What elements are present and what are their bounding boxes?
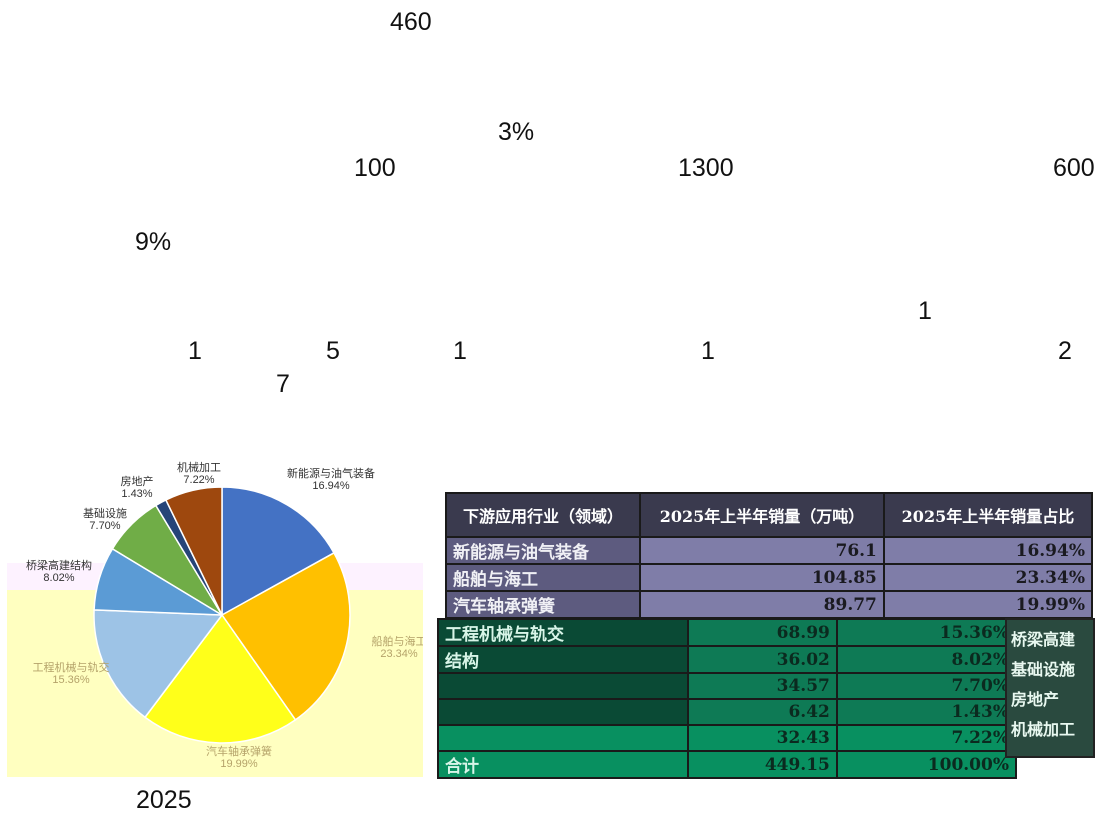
sales-table-top: 下游应用行业（领域） 2025年上半年销量（万吨） 2025年上半年销量占比 新… [444,492,1094,619]
table-row: 34.57 7.70% [436,672,1018,700]
cell-total-label: 合计 [436,750,690,779]
number-5: 5 [326,337,340,365]
cell-industry [436,672,690,700]
pie-slice-value: 19.99% [220,758,258,770]
pie-slice [220,551,351,721]
number-100: 100 [354,154,396,182]
cell-volume: 76.1 [639,536,885,565]
number-3-percent: 3% [498,118,535,146]
header-share: 2025年上半年销量占比 [882,492,1094,538]
cell-share: 8.02% [835,645,1018,674]
pie-slice-value: 23.34% [380,648,418,660]
cell-industry: 船舶与海工 [444,563,642,592]
number-460: 460 [390,8,432,36]
pie-slice-value: 8.02% [43,572,74,584]
number-9-percent: 9% [135,228,172,256]
cell-industry [436,724,690,752]
pie-slice-value: 7.22% [183,474,214,486]
number-7: 7 [276,370,290,398]
table-total-row: 合计 449.15 100.00% [436,750,1018,779]
table-row: 船舶与海工 104.85 23.34% [444,563,1094,592]
sales-table-panel: 下游应用行业（领域） 2025年上半年销量（万吨） 2025年上半年销量占比 新… [436,490,1095,779]
year-2025: 2025 [136,786,192,814]
cell-share: 16.94% [882,536,1094,565]
pie-slice-value: 7.70% [89,520,120,532]
cell-volume: 36.02 [687,645,838,674]
table-row: 新能源与油气装备 76.1 16.94% [444,536,1094,565]
table-row: 32.43 7.22% [436,724,1018,752]
cell-industry: 新能源与油气装备 [444,536,642,565]
table-row: 工程机械与轨交 68.99 15.36% [436,618,1018,647]
table-row: 6.42 1.43% [436,698,1018,726]
number-1-right: 1 [918,297,932,325]
cell-volume: 89.77 [639,590,885,619]
cell-volume: 6.42 [687,698,838,726]
pie-slice [221,486,335,617]
side-label: 桥梁高建 [1011,630,1076,649]
pie-slice [93,609,224,719]
sales-table-bottom: 工程机械与轨交 68.99 15.36% 结构 36.02 8.02% 34.5… [436,618,1018,779]
pie-chart-panel: 新能源与油气装备 16.94% 船舶与海工 23.34% 汽车轴承弹簧 19.99% 工程机… [7,455,423,777]
header-industry: 下游应用行业（领域） [444,492,642,538]
pie-slices [93,486,351,744]
table-row: 汽车轴承弹簧 89.77 19.99% [444,590,1094,619]
cell-volume: 68.99 [687,618,838,647]
table-row: 结构 36.02 8.02% [436,645,1018,674]
cell-industry [436,698,690,726]
number-1-middle: 1 [453,337,467,365]
cell-industry: 工程机械与轨交 [436,618,690,647]
cell-volume: 104.85 [639,563,885,592]
cell-total-volume: 449.15 [687,750,838,779]
pie-slice-label: 基础设施 [83,507,127,520]
pie-slice-label: 工程机械与轨交 [33,660,110,674]
number-1300: 1300 [678,154,734,182]
number-600: 600 [1053,154,1095,182]
pie-slice-label: 机械加工 [177,460,221,474]
side-label: 房地产 [1011,690,1060,709]
pie-slice-value: 15.36% [52,674,90,686]
pie-slice-label: 房地产 [121,474,154,488]
pie-slice-label: 船舶与海工 [372,634,424,648]
pie-slice [143,613,297,744]
side-label: 基础设施 [1011,660,1076,679]
cell-share: 1.43% [835,698,1018,726]
pie-slice-label: 桥梁高建结构 [26,558,92,572]
pie-slice-value: 1.43% [121,488,152,500]
table-header-row: 下游应用行业（领域） 2025年上半年销量（万吨） 2025年上半年销量占比 [444,492,1094,538]
number-1-left: 1 [188,337,202,365]
cell-total-share: 100.00% [835,750,1018,779]
cell-volume: 34.57 [687,672,838,700]
cell-industry: 结构 [436,645,690,674]
cell-share: 19.99% [882,590,1094,619]
side-label: 机械加工 [1011,720,1076,739]
cell-share: 7.70% [835,672,1018,700]
cell-share: 23.34% [882,563,1094,592]
cell-share: 15.36% [835,618,1018,647]
pie-slice-label: 新能源与油气装备 [287,466,375,480]
cell-industry: 汽车轴承弹簧 [444,590,642,619]
side-label-box: 桥梁高建 基础设施 房地产 机械加工 [1005,618,1095,758]
number-2: 2 [1058,337,1072,365]
header-volume: 2025年上半年销量（万吨） [639,492,885,538]
number-1-center: 1 [701,337,715,365]
cell-share: 7.22% [835,724,1018,752]
pie-slice-value: 16.94% [312,480,350,492]
pie-slice-label: 汽车轴承弹簧 [206,744,272,758]
cell-volume: 32.43 [687,724,838,752]
pie-slice [164,486,223,616]
